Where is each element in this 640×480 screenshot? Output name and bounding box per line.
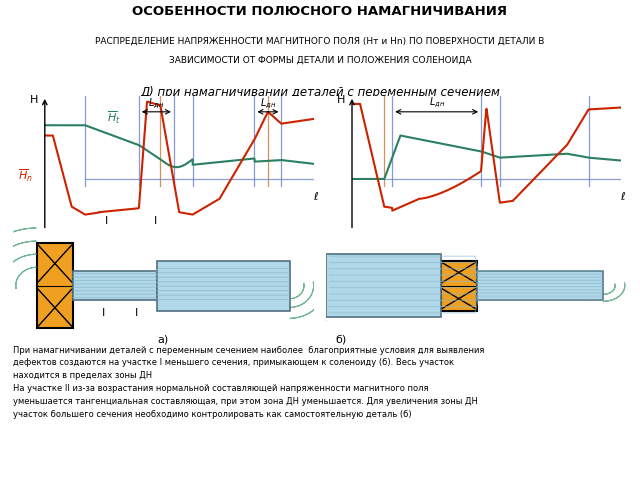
Text: $\ell$: $\ell$ — [313, 191, 319, 203]
Text: $L_{дн}$: $L_{дн}$ — [429, 96, 445, 110]
Text: $\ell$: $\ell$ — [620, 191, 627, 203]
Text: I: I — [154, 216, 157, 226]
Bar — [441, 261, 477, 311]
Text: I: I — [105, 216, 108, 226]
Text: $L_{дн}$: $L_{дн}$ — [148, 96, 164, 111]
Bar — [157, 261, 289, 311]
Text: I: I — [134, 308, 138, 318]
Text: I: I — [101, 308, 105, 318]
Bar — [477, 271, 603, 300]
Text: б): б) — [336, 334, 347, 344]
Bar — [73, 271, 157, 300]
Text: $\overline{H}_t$: $\overline{H}_t$ — [107, 109, 120, 126]
Text: а): а) — [157, 334, 169, 344]
Text: H: H — [337, 95, 346, 105]
Bar — [37, 243, 73, 328]
Text: $L_{дн}$: $L_{дн}$ — [260, 96, 276, 111]
Text: ОСОБЕННОСТИ ПОЛЮСНОГО НАМАГНИЧИВАНИЯ: ОСОБЕННОСТИ ПОЛЮСНОГО НАМАГНИЧИВАНИЯ — [132, 5, 508, 18]
Text: $\overline{H}_n$: $\overline{H}_n$ — [18, 168, 33, 184]
Text: При намагничивании деталей с переменным сечением наиболее  благоприятные условия: При намагничивании деталей с переменным … — [13, 346, 484, 419]
Text: H: H — [30, 95, 38, 105]
Text: РАСПРЕДЕЛЕНИЕ НАПРЯЖЕННОСТИ МАГНИТНОГО ПОЛЯ (Нт и Нn) ПО ПОВЕРХНОСТИ ДЕТАЛИ В: РАСПРЕДЕЛЕНИЕ НАПРЯЖЕННОСТИ МАГНИТНОГО П… — [95, 36, 545, 46]
Text: Д) при намагничивании деталей с переменным сечением: Д) при намагничивании деталей с переменн… — [140, 86, 500, 99]
Text: ЗАВИСИМОСТИ ОТ ФОРМЫ ДЕТАЛИ И ПОЛОЖЕНИЯ СОЛЕНОИДА: ЗАВИСИМОСТИ ОТ ФОРМЫ ДЕТАЛИ И ПОЛОЖЕНИЯ … — [169, 56, 471, 65]
Bar — [326, 254, 441, 317]
